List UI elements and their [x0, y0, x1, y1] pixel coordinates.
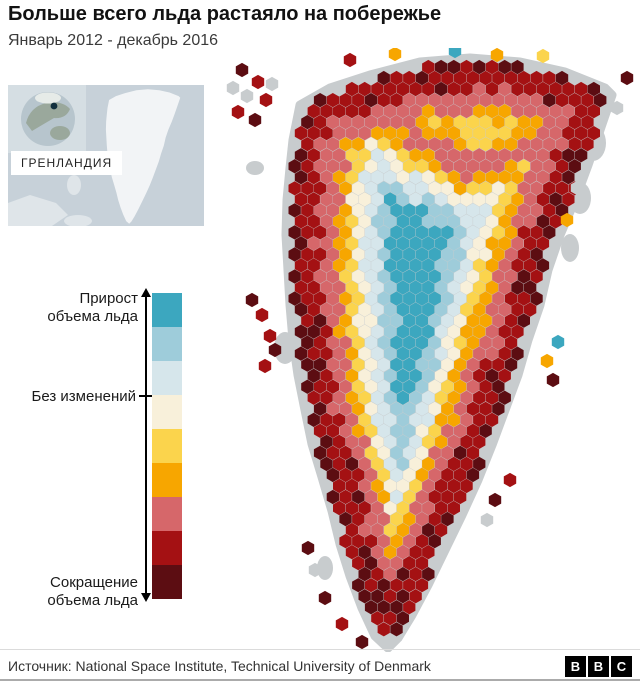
- bbc-logo-block: B: [565, 656, 586, 677]
- source-credit: Источник: National Space Institute, Tech…: [8, 658, 431, 674]
- legend-increase-label: Прирост объема льда: [47, 290, 138, 325]
- bbc-logo-block: C: [611, 656, 632, 677]
- legend-no-change-tick: [139, 395, 152, 397]
- greenland-silhouette: [105, 89, 181, 224]
- greenland-marker-dot: [50, 102, 58, 110]
- canada-island: [64, 215, 92, 226]
- canada-land: [8, 195, 68, 226]
- globe-icon: [21, 92, 75, 146]
- legend-axis-line: [145, 297, 147, 593]
- canada-island: [67, 175, 81, 195]
- legend-colorbar: [152, 293, 182, 599]
- greenland-map: [226, 48, 634, 652]
- greenland-hexmap-layer: [226, 48, 634, 650]
- arrow-up-icon: [141, 288, 151, 297]
- legend-no-change-label: Без изменений: [31, 388, 136, 405]
- footer-divider: [0, 649, 640, 650]
- bbc-logo-block: B: [588, 656, 609, 677]
- page-title: Больше всего льда растаяло на побережье: [8, 3, 442, 25]
- page-bottom-border: [0, 679, 640, 681]
- arrow-down-icon: [141, 593, 151, 602]
- inset-label: ГРЕНЛАНДИЯ: [11, 151, 123, 175]
- legend-decrease-label: Сокращение объема льда: [47, 574, 138, 609]
- subtitle: Январь 2012 - декабрь 2016: [8, 32, 219, 49]
- bbc-logo: B B C: [565, 656, 632, 677]
- inset-map: [8, 85, 181, 226]
- locator-inset: ГРЕНЛАНДИЯ: [8, 85, 204, 226]
